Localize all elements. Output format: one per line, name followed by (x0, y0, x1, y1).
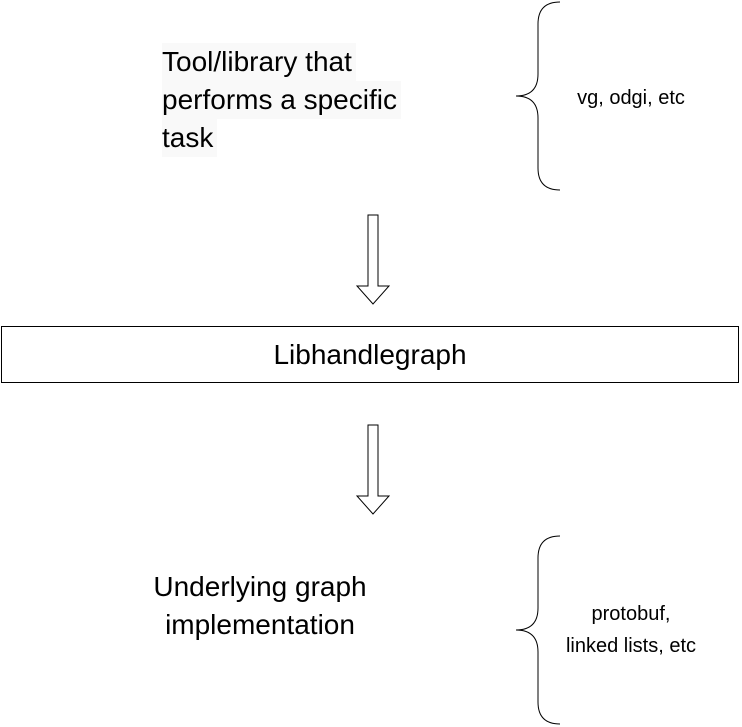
top-curly-brace (515, 1, 561, 191)
bottom-brace-label-line-2: linked lists, etc (565, 635, 697, 657)
bottom-brace-label-line-1: protobuf, (591, 603, 671, 625)
underlying-graph-block: Underlying graph implementation (110, 568, 410, 644)
tool-library-block: Tool/library that performs a specific ta… (162, 43, 442, 157)
bottom-curly-brace (515, 535, 561, 725)
underlying-graph-line-1: Underlying graph (153, 571, 367, 602)
top-brace-label: vg, odgi, etc (577, 87, 685, 109)
tool-library-line-3: task (162, 119, 218, 157)
bottom-brace-label: protobuf, linked lists, etc (556, 598, 706, 662)
down-arrow-lower (355, 424, 391, 515)
tool-library-line-1: Tool/library that (162, 43, 356, 81)
libhandlegraph-box: Libhandlegraph (1, 326, 739, 383)
libhandlegraph-label: Libhandlegraph (273, 338, 467, 370)
down-arrow-upper (355, 214, 391, 305)
underlying-graph-line-2: implementation (165, 609, 355, 640)
tool-library-line-2: performs a specific (162, 81, 401, 119)
